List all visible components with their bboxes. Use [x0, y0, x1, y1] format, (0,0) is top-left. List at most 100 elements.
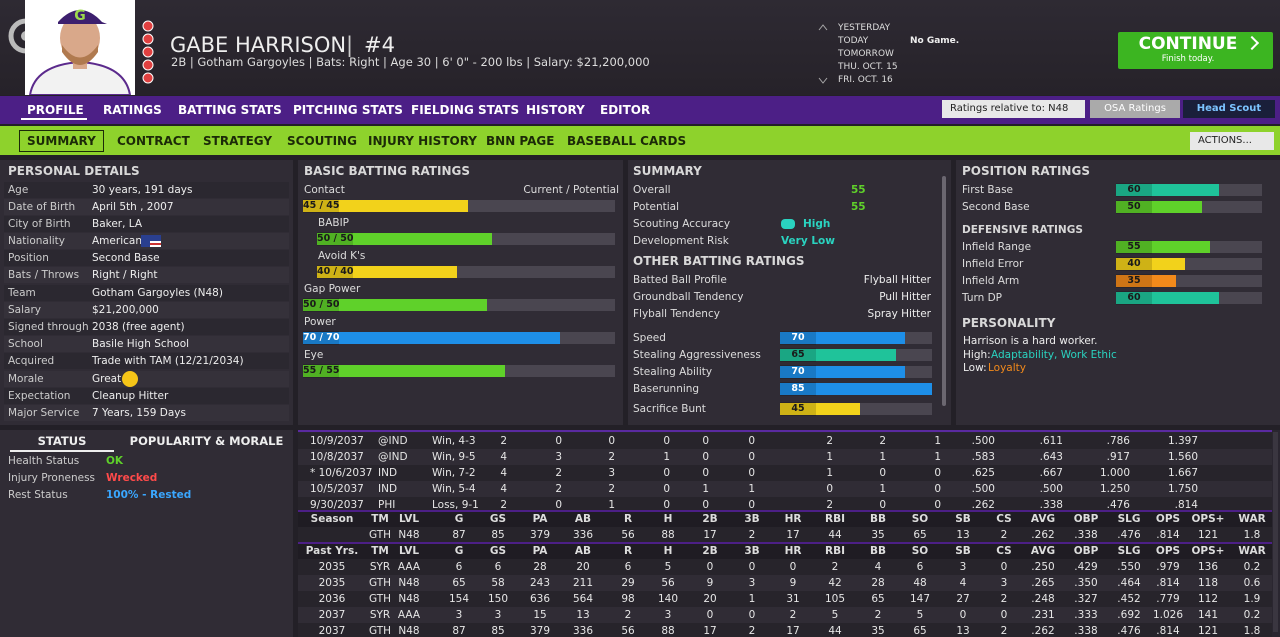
continue-label: CONTINUE — [1138, 34, 1238, 54]
table-cell: 0 — [663, 499, 670, 511]
table-cell: .476 — [1117, 529, 1141, 541]
table-cell: 29 — [621, 577, 635, 589]
position-name: First Base — [962, 184, 1014, 196]
table-cell: .338 — [1074, 529, 1098, 541]
table-cell: N48 — [398, 529, 420, 541]
table-cell: 1.026 — [1152, 609, 1184, 621]
nav-tab[interactable]: RATINGS — [103, 103, 162, 117]
table-cell: 3 — [555, 451, 562, 463]
table-cell: 0 — [934, 499, 941, 511]
date-option[interactable]: YESTERDAY — [838, 23, 891, 33]
nav-tab[interactable]: PROFILE — [27, 103, 84, 117]
column-header: SO — [911, 513, 929, 525]
date-option[interactable]: TOMORROW — [838, 49, 894, 59]
bar-label: 55 — [1116, 240, 1152, 254]
subnav-tab[interactable]: SCOUTING — [287, 134, 357, 148]
table-cell: 1.8 — [1243, 529, 1261, 541]
date-option[interactable]: THU. OCT. 15 — [838, 62, 898, 72]
detail-value: Cleanup Hitter — [92, 390, 169, 402]
table-cell: 2 — [1000, 593, 1008, 605]
detail-label: Nationality — [8, 235, 66, 247]
subnav-tab[interactable]: CONTRACT — [117, 134, 190, 148]
detail-value: Basile High School — [92, 338, 190, 350]
defense-name: Infield Arm — [962, 275, 1020, 287]
table-cell: 4 — [874, 561, 882, 573]
nav-tab[interactable]: FIELDING STATS — [411, 103, 520, 117]
table-cell: 2 — [826, 499, 833, 511]
table-cell: .262 — [1031, 529, 1055, 541]
table-cell: 4 — [500, 483, 507, 495]
table-cell: .476 — [1106, 499, 1130, 511]
table-cell: 0 — [748, 499, 755, 511]
table-cell: .814 — [1156, 625, 1180, 637]
scout-button[interactable]: Head Scout — [1183, 100, 1275, 118]
table-cell: 1.8 — [1243, 625, 1261, 637]
table-cell: 0 — [663, 435, 670, 447]
column-header: RBI — [825, 545, 845, 557]
nav-tab[interactable]: BATTING STATS — [178, 103, 282, 117]
table-cell: 3 — [608, 467, 615, 479]
table-cell: .979 — [1156, 561, 1180, 573]
table-cell: 31 — [786, 593, 800, 605]
nav-tab[interactable]: EDITOR — [600, 103, 651, 117]
subnav-tab[interactable]: BNN PAGE — [486, 134, 555, 148]
table-cell: .500 — [971, 435, 995, 447]
ratings-select[interactable]: Ratings relative to: N48 — [942, 100, 1085, 118]
table-cell: 0.6 — [1243, 577, 1261, 589]
table-row — [298, 449, 1272, 465]
table-cell: 2 — [748, 625, 756, 637]
table-cell: 2 — [1000, 529, 1008, 541]
table-cell: 85 — [491, 625, 505, 637]
subnav-tab[interactable]: BASEBALL CARDS — [567, 134, 687, 148]
subnav-tab[interactable]: SUMMARY — [19, 130, 104, 152]
nav-tab[interactable]: HISTORY — [526, 103, 585, 117]
table-cell: 2 — [624, 609, 632, 621]
other-label: Groundball Tendency — [633, 291, 744, 303]
table-cell: .333 — [1074, 609, 1098, 621]
table-cell: 3 — [664, 609, 672, 621]
column-header: H — [663, 513, 673, 525]
date-option[interactable]: FRI. OCT. 16 — [838, 75, 893, 85]
table-cell: .611 — [1039, 435, 1063, 447]
column-header: OPS+ — [1191, 513, 1225, 525]
bar-label: 70 — [780, 331, 816, 345]
column-header: R — [623, 545, 633, 557]
detail-value: American — [92, 235, 142, 247]
column-header: 2B — [702, 513, 718, 525]
status-tab[interactable]: POPULARITY & MORALE — [129, 434, 284, 448]
detail-row — [4, 216, 289, 232]
detail-row — [4, 336, 289, 352]
summary-label: Scouting Accuracy — [633, 218, 731, 230]
nav-tab[interactable]: PITCHING STATS — [293, 103, 403, 117]
table-cell: .262 — [971, 499, 995, 511]
rating-name: Avoid K's — [318, 250, 366, 262]
table-cell: 65 — [452, 577, 466, 589]
date-option[interactable]: TODAY — [838, 36, 869, 46]
subnav-tab[interactable]: STRATEGY — [203, 134, 273, 148]
detail-value: 7 Years, 159 Days — [92, 407, 186, 419]
column-header: SO — [911, 545, 929, 557]
other-value: Flyball Hitter — [863, 274, 931, 286]
table-cell: 1 — [702, 483, 709, 495]
table-cell: 2 — [608, 451, 615, 463]
rating-name: BABIP — [318, 217, 350, 229]
detail-row — [4, 267, 289, 283]
continue-button[interactable] — [1118, 32, 1273, 69]
status-icons — [142, 20, 154, 84]
column-header: 3B — [744, 513, 760, 525]
status-tab[interactable]: STATUS — [37, 434, 87, 448]
table-cell: Win, 9-5 — [432, 451, 476, 463]
column-header: AB — [574, 545, 592, 557]
table-cell: 105 — [824, 593, 846, 605]
table-cell: Loss, 9-1 — [432, 499, 479, 511]
bar-fill — [780, 349, 897, 361]
osa-button[interactable]: OSA Ratings — [1090, 100, 1180, 118]
actions-button[interactable]: ACTIONS... — [1190, 132, 1274, 150]
detail-row — [4, 371, 289, 387]
table-cell: 1 — [879, 483, 886, 495]
subnav-tab[interactable]: INJURY HISTORY — [368, 134, 477, 148]
table-cell: 2037 — [318, 625, 346, 637]
detail-label: Morale — [8, 373, 44, 385]
bar-label: 70 — [780, 365, 816, 379]
table-cell: 379 — [529, 529, 551, 541]
